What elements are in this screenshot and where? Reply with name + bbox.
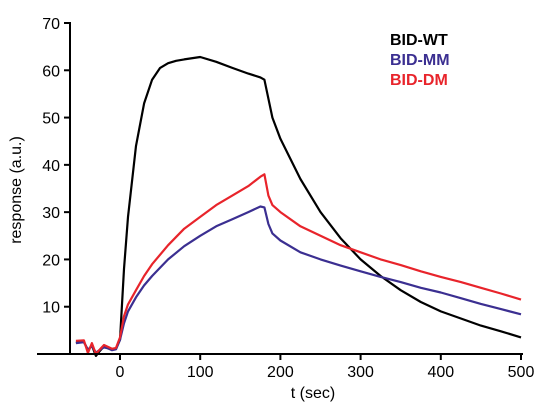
x-tick-label: 100 (187, 364, 214, 381)
y-tick-label: 60 (42, 63, 60, 80)
legend-label-bid-dm: BID-DM (390, 72, 448, 89)
legend-label-bid-mm: BID-MM (390, 52, 450, 69)
y-tick-label: 40 (42, 158, 60, 175)
y-tick-label: 10 (42, 300, 60, 317)
plot-lines (75, 55, 522, 357)
x-tick-label: 0 (116, 364, 125, 381)
y-tick-label: 30 (42, 205, 60, 222)
series-line-bid-dm (75, 173, 522, 356)
y-axis-title: response (a.u.) (8, 136, 25, 244)
y-ticks: 10 20 30 40 50 60 70 (42, 16, 70, 317)
series-line-bid-mm (75, 205, 522, 354)
y-tick-label: 20 (42, 252, 60, 269)
series-line-bid-wt (75, 55, 522, 357)
x-tick-label: 400 (427, 364, 454, 381)
y-tick-label: 70 (42, 16, 60, 33)
legend-label-bid-wt: BID-WT (390, 32, 448, 49)
x-ticks: 0 100 200 300 400 500 (116, 354, 535, 381)
x-tick-label: 200 (267, 364, 294, 381)
x-axis-title: t (sec) (291, 385, 335, 402)
y-tick-label: 50 (42, 111, 60, 128)
x-tick-label: 500 (508, 364, 535, 381)
x-tick-label: 300 (347, 364, 374, 381)
legend: BID-WT BID-MM BID-DM (390, 32, 450, 89)
